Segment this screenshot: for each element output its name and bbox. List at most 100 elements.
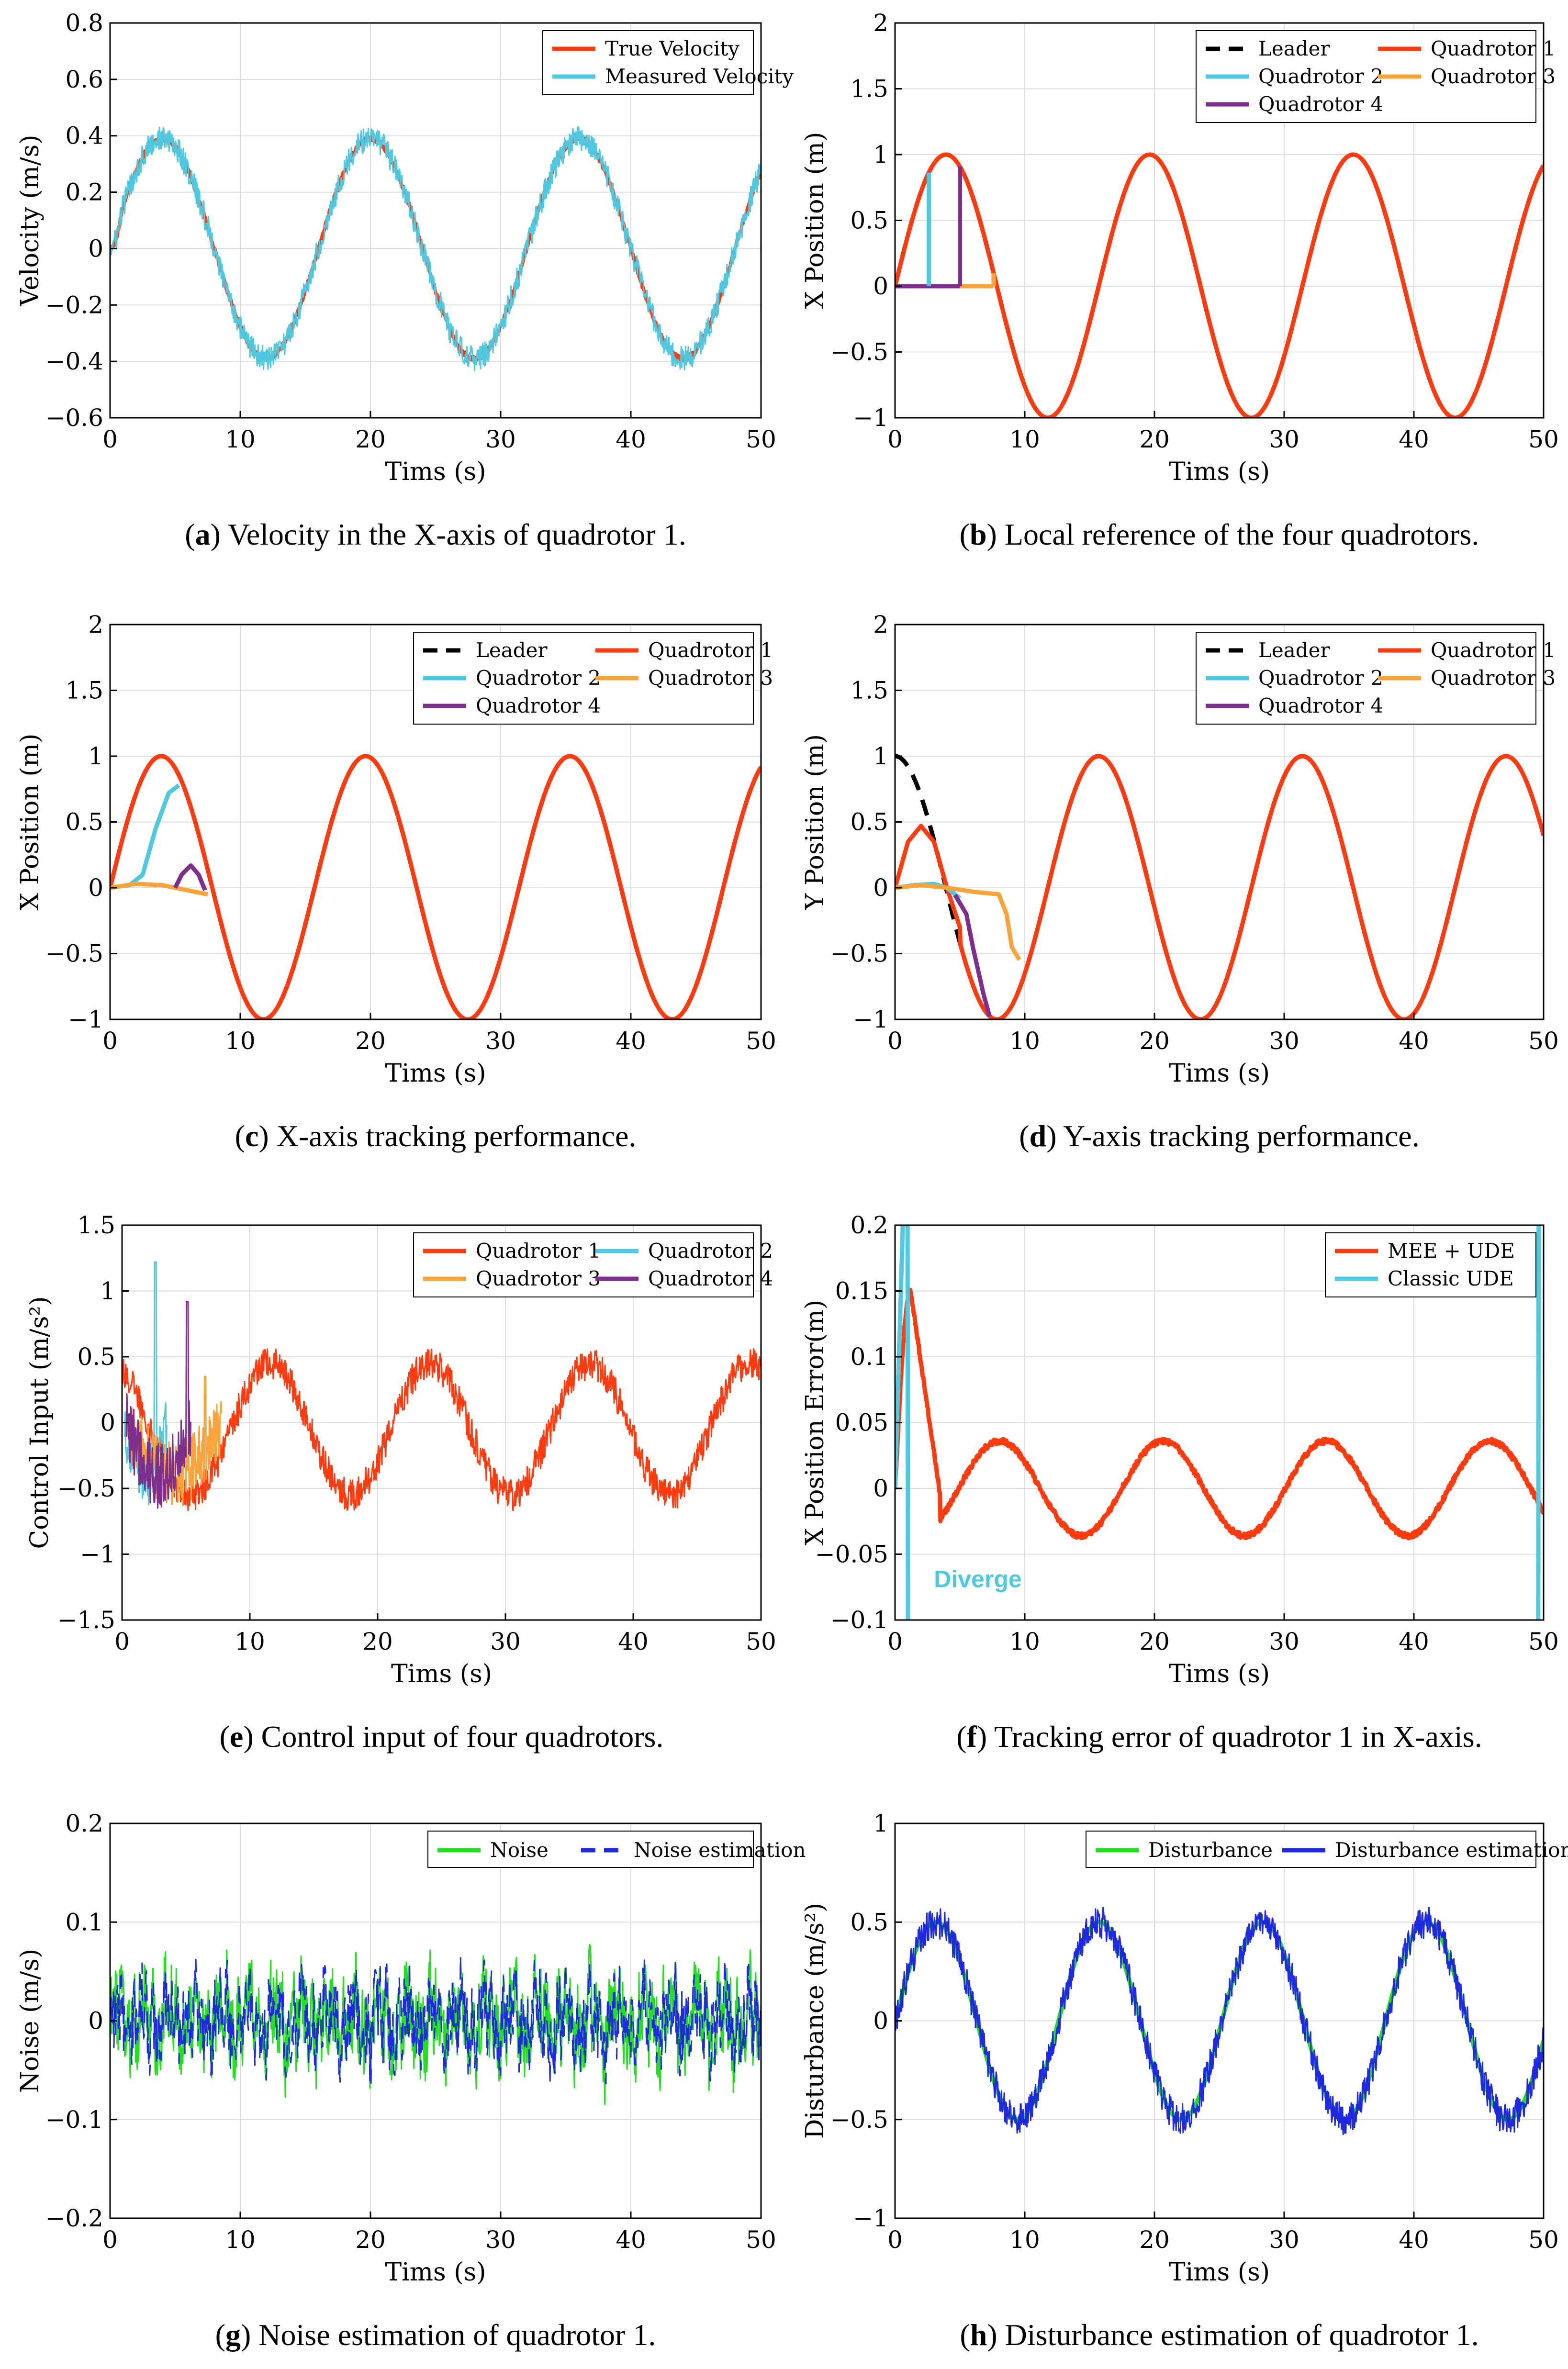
legend-entry: Quadrotor 2 — [648, 1239, 773, 1263]
y-axis-label: Noise (m/s) — [16, 1949, 45, 2093]
x-axis-label: Tims (s) — [391, 1660, 492, 1688]
y-tick-label: −0.6 — [45, 404, 103, 432]
y-axis-label: X Position (m) — [16, 734, 45, 911]
chart-panel-a: 0 10 20 30 40 50 −0.6 −0.4 −0.2 0 0.2 0.4 0.6 0.8 Tims… — [16, 9, 794, 551]
y-tick-label: −0.05 — [815, 1541, 888, 1568]
x-tick-label: 0 — [887, 2226, 903, 2254]
legend-entry: Leader — [1258, 638, 1331, 662]
x-tick-label: 30 — [485, 1027, 516, 1055]
y-tick-label: 0.5 — [65, 808, 103, 836]
x-tick-label: 50 — [746, 2226, 776, 2254]
y-tick-label: 0 — [873, 874, 888, 902]
legend-entry: Disturbance — [1148, 1838, 1273, 1862]
y-tick-label: −1 — [853, 404, 888, 432]
y-tick-label: 2 — [873, 611, 888, 638]
x-axis-label: Tims (s) — [385, 458, 486, 486]
series-group — [895, 1225, 1544, 1620]
series-line-quadrotor-4 — [125, 1301, 191, 1509]
y-tick-label: −0.1 — [45, 2106, 103, 2134]
x-tick-label: 30 — [1269, 1027, 1299, 1055]
y-tick-label: 0 — [873, 1475, 888, 1502]
series-line-quadrotor-4 — [173, 863, 207, 891]
legend-entry: Quadrotor 3 — [476, 1267, 601, 1290]
series-line-quadrotor-1 — [110, 754, 761, 1019]
y-axis-label: Disturbance (m/s²) — [801, 1903, 829, 2139]
x-tick-label: 50 — [1528, 425, 1559, 453]
y-tick-label: 2 — [88, 611, 103, 638]
x-tick-label: 0 — [887, 425, 903, 453]
legend-entry: Quadrotor 4 — [1258, 92, 1383, 116]
x-tick-label: 10 — [1009, 2226, 1040, 2254]
x-tick-label: 0 — [887, 1628, 903, 1655]
diverge-annotation: Diverge — [934, 1565, 1021, 1592]
x-tick-label: 10 — [235, 1628, 265, 1655]
x-tick-label: 20 — [1139, 1027, 1170, 1055]
legend: MEE + UDE Classic UDE — [1325, 1232, 1536, 1297]
legend-entry: Leader — [1258, 37, 1331, 60]
chart-panel-f: 0 10 20 30 40 50 −0.1 −0.05 0 0.05 0.1 0.15 0.2 Tims … — [801, 1211, 1559, 1754]
y-tick-label: 1.5 — [65, 677, 103, 704]
legend-entry: MEE + UDE — [1388, 1239, 1515, 1263]
legend: Leader Quadrotor 1 Quadrotor 2 Quadrotor 3 Q… — [413, 632, 773, 725]
x-tick-label: 20 — [355, 1027, 386, 1055]
legend-entry: Quadrotor 1 — [648, 638, 773, 662]
y-tick-label: 0.15 — [835, 1277, 888, 1305]
x-axis-label: Tims (s) — [385, 2258, 486, 2287]
y-tick-label: 0.1 — [850, 1343, 888, 1371]
legend-entry: Quadrotor 3 — [1431, 666, 1556, 690]
axes-box — [109, 22, 762, 419]
y-tick-label: 0.6 — [65, 66, 103, 93]
panel-caption: (b) Local reference of the four quadroto… — [960, 517, 1479, 551]
y-tick-label: 1 — [88, 742, 103, 770]
y-tick-label: −0.5 — [57, 1475, 115, 1502]
y-tick-label: 0.4 — [65, 122, 103, 150]
legend-entry: Quadrotor 2 — [1258, 65, 1383, 88]
x-tick-label: 20 — [355, 2226, 386, 2254]
series-line-quadrotor-4 — [953, 894, 992, 1017]
series-line-mee-ude — [895, 1287, 1544, 1541]
series-line-quadrotor-3 — [895, 883, 1021, 961]
series-group — [122, 1261, 761, 1511]
y-axis-label: Velocity (m/s) — [16, 134, 45, 306]
x-axis-label: Tims (s) — [1169, 2258, 1270, 2287]
panel-caption: (c) X-axis tracking performance. — [235, 1119, 637, 1153]
x-axis-label: Tims (s) — [385, 1059, 486, 1088]
panel-caption: (g) Noise estimation of quadrotor 1. — [215, 2318, 656, 2352]
y-tick-label: 0 — [88, 2007, 103, 2035]
legend-box — [1325, 1232, 1536, 1297]
y-tick-label: −1 — [68, 1006, 103, 1033]
x-tick-label: 10 — [1009, 1027, 1040, 1055]
panel-caption: (d) Y-axis tracking performance. — [1019, 1119, 1419, 1153]
legend-entry: Leader — [476, 638, 548, 662]
legend: Quadrotor 1 Quadrotor 2 Quadrotor 3 Quadrot… — [413, 1232, 773, 1297]
panel-caption: (e) Control input of four quadrotors. — [220, 1720, 664, 1754]
x-axis-label: Tims (s) — [1169, 1059, 1270, 1088]
x-tick-label: 50 — [746, 1027, 776, 1055]
x-tick-label: 40 — [616, 1027, 646, 1055]
x-axis-label: Tims (s) — [1169, 458, 1270, 486]
legend: True Velocity Measured Velocity — [542, 30, 794, 95]
y-tick-label: 0 — [100, 1409, 115, 1437]
x-tick-label: 20 — [1139, 425, 1170, 453]
y-tick-label: −0.5 — [830, 940, 888, 968]
x-tick-label: 50 — [1528, 1628, 1559, 1655]
y-tick-label: 1.5 — [850, 75, 888, 103]
series-group — [895, 152, 1544, 418]
series-group — [895, 754, 1544, 1019]
y-axis-label: Y Position (m) — [801, 734, 829, 910]
legend-entry: Classic UDE — [1388, 1267, 1514, 1290]
y-tick-label: 0.8 — [65, 9, 103, 37]
series-line-quadrotor-3 — [110, 882, 210, 897]
x-tick-label: 0 — [102, 1027, 118, 1055]
x-tick-label: 0 — [887, 1027, 903, 1055]
x-tick-label: 50 — [1528, 2226, 1559, 2254]
y-tick-label: −0.4 — [45, 347, 103, 375]
x-tick-label: 40 — [1399, 1027, 1429, 1055]
x-tick-label: 0 — [102, 2226, 118, 2254]
y-tick-label: 0.5 — [77, 1343, 115, 1371]
series-line-quadrotor-1 — [895, 152, 1544, 418]
x-tick-label: 50 — [746, 425, 776, 453]
x-tick-label: 30 — [485, 425, 516, 453]
legend-entry: Quadrotor 1 — [1431, 638, 1556, 662]
y-tick-label: 0.05 — [835, 1409, 888, 1437]
